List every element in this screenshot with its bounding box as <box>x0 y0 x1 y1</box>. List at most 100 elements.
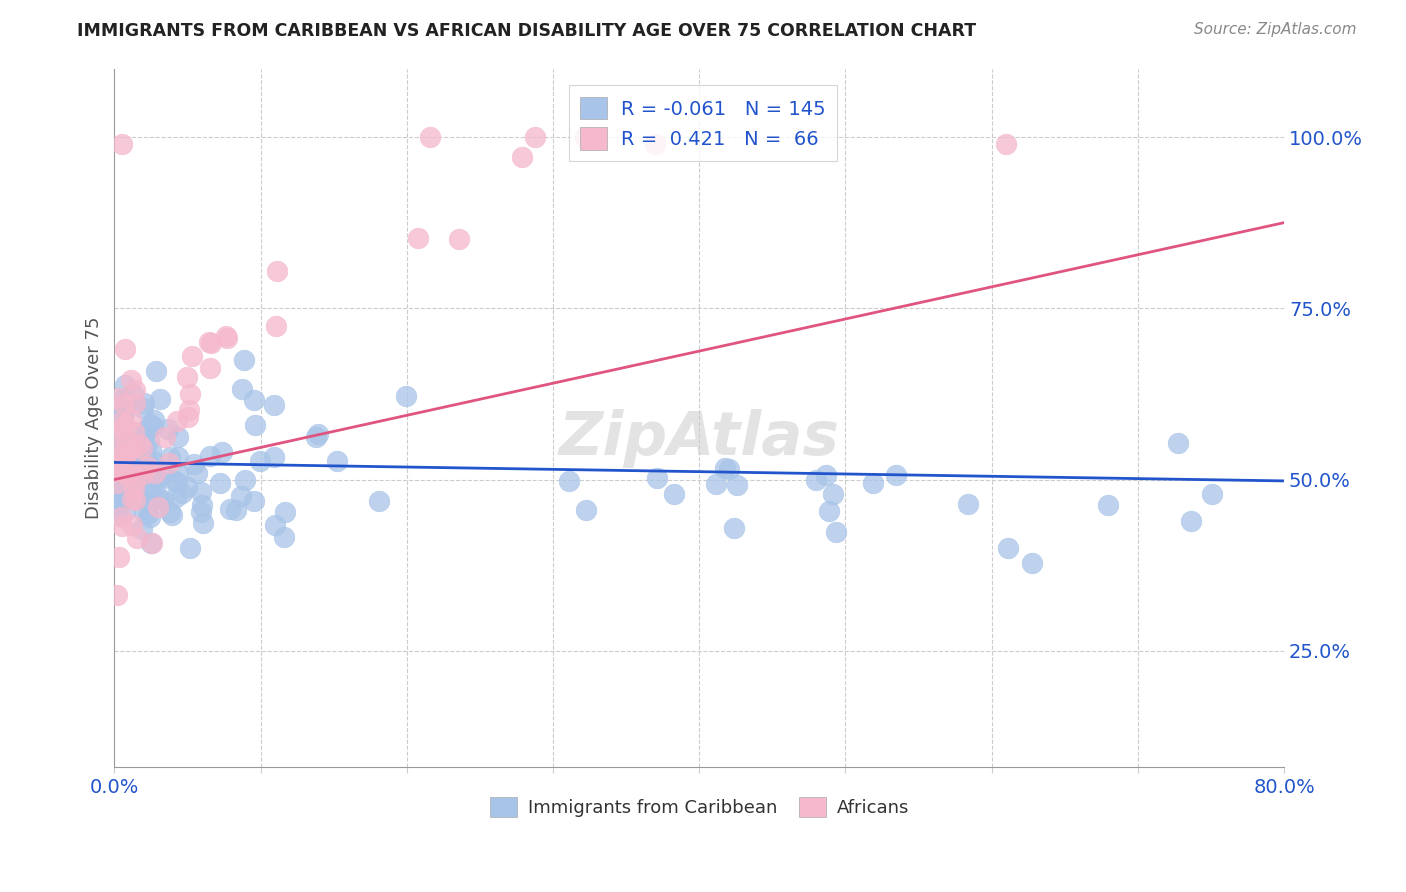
Point <box>108 491 131 506</box>
Point <box>124 492 146 507</box>
Point <box>408 231 430 245</box>
Point <box>132 491 155 506</box>
Point <box>120 462 142 476</box>
Point <box>368 494 391 508</box>
Point <box>118 458 141 473</box>
Point <box>112 405 135 419</box>
Point <box>108 441 131 455</box>
Point <box>107 449 129 463</box>
Point <box>105 588 128 602</box>
Point <box>208 476 231 491</box>
Point <box>166 413 188 427</box>
Point <box>107 454 129 468</box>
Point <box>162 474 184 488</box>
Point <box>111 392 134 407</box>
Point <box>152 493 174 508</box>
Point <box>815 468 838 483</box>
Point <box>136 507 159 521</box>
Point <box>1097 498 1119 512</box>
Point <box>305 430 328 444</box>
Point <box>165 491 187 505</box>
Point <box>132 434 155 449</box>
Point <box>120 464 142 478</box>
Point <box>143 481 166 495</box>
Point <box>105 475 128 490</box>
Point <box>995 136 1018 151</box>
Point <box>266 264 288 278</box>
Point <box>156 421 179 435</box>
Point <box>124 474 146 488</box>
Point <box>132 460 155 475</box>
Point <box>181 349 204 363</box>
Point <box>449 232 471 246</box>
Point <box>111 519 134 533</box>
Point <box>111 464 134 478</box>
Point <box>125 467 148 481</box>
Point <box>179 403 201 417</box>
Point <box>190 505 212 519</box>
Point <box>219 501 242 516</box>
Point <box>110 510 132 524</box>
Point <box>124 396 146 410</box>
Point <box>131 522 153 536</box>
Point <box>263 450 285 464</box>
Point <box>558 474 581 488</box>
Point <box>157 457 180 471</box>
Point <box>114 445 136 459</box>
Point <box>149 392 172 407</box>
Point <box>575 503 598 517</box>
Point <box>107 550 129 565</box>
Point <box>105 407 128 421</box>
Point <box>143 471 166 485</box>
Point <box>105 447 128 461</box>
Point <box>146 492 169 507</box>
Point <box>200 360 222 375</box>
Point <box>127 485 149 500</box>
Point <box>114 342 136 356</box>
Point <box>127 450 149 464</box>
Point <box>105 500 128 514</box>
Point <box>105 464 128 478</box>
Point <box>122 425 145 440</box>
Point <box>574 130 596 145</box>
Point <box>1167 436 1189 450</box>
Point <box>170 486 193 500</box>
Point <box>136 490 159 504</box>
Point <box>115 467 138 482</box>
Point <box>110 398 132 412</box>
Point <box>662 487 685 501</box>
Point <box>114 453 136 467</box>
Point <box>110 421 132 435</box>
Point <box>122 482 145 496</box>
Point <box>176 370 198 384</box>
Point <box>142 413 165 427</box>
Point <box>111 397 134 411</box>
Point <box>121 387 143 401</box>
Point <box>243 393 266 408</box>
Point <box>111 465 134 479</box>
Point <box>145 364 167 378</box>
Point <box>105 502 128 516</box>
Point <box>111 473 134 487</box>
Point <box>211 445 233 459</box>
Point <box>645 471 668 485</box>
Point <box>105 482 128 496</box>
Point <box>818 504 841 518</box>
Point <box>176 480 198 494</box>
Point <box>138 417 160 431</box>
Point <box>179 541 201 555</box>
Point <box>114 418 136 433</box>
Point <box>120 476 142 491</box>
Point <box>146 500 169 515</box>
Point <box>107 472 129 486</box>
Point <box>138 434 160 449</box>
Point <box>141 536 163 550</box>
Point <box>273 530 295 544</box>
Point <box>806 473 828 487</box>
Point <box>121 491 143 506</box>
Point <box>128 457 150 471</box>
Point <box>233 352 256 367</box>
Point <box>120 411 142 425</box>
Point <box>105 463 128 477</box>
Point <box>120 373 142 387</box>
